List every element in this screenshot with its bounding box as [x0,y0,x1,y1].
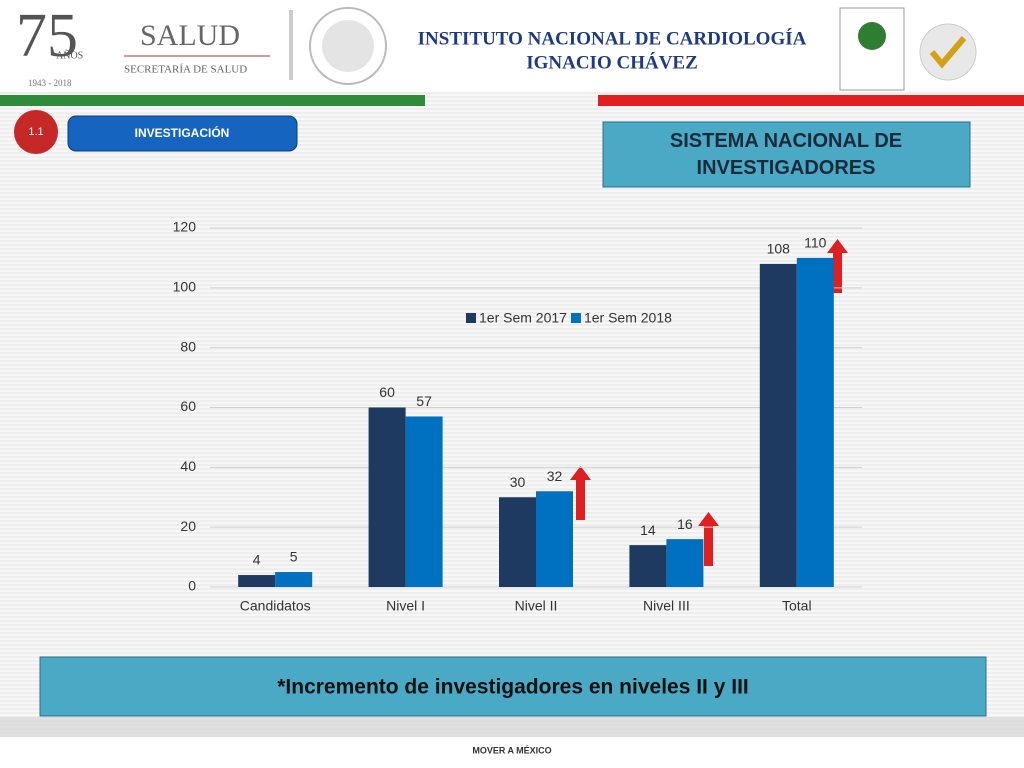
x-tick-label: Total [782,598,812,614]
footer-band [0,737,1024,768]
green-bar [0,95,425,106]
separator [289,10,293,80]
heading-box [602,121,971,188]
y-tick-label: 20 [180,518,196,534]
bar [536,491,573,587]
anniversary-word: AÑOS [56,49,83,61]
increase-arrow [827,239,848,293]
footer-stripes [0,717,1024,737]
value-label: 5 [290,549,298,565]
value-label: 32 [547,468,563,484]
section-badge [14,110,58,154]
value-label: 14 [640,522,656,538]
bar [629,545,667,587]
increase-arrow [570,466,591,520]
y-tick-label: 0 [188,578,196,594]
value-label: 60 [379,384,395,400]
bar [368,407,406,587]
section-number: 1.1 [28,126,43,138]
y-tick-label: 80 [180,338,196,354]
bar [499,497,536,587]
bar [796,257,834,587]
x-tick-label: Nivel I [386,598,425,614]
y-tick-label: 40 [180,458,196,474]
section-tag [67,115,298,152]
note: *Incremento de investigadores en niveles… [277,676,749,699]
value-label: 108 [767,241,791,257]
bar [238,575,276,587]
years: 1943 - 2018 [28,78,72,88]
bar [275,572,313,587]
value-label: 4 [253,552,261,568]
seal-center [322,20,374,72]
heading: SISTEMA NACIONAL DE INVESTIGADORES [670,130,902,179]
note-box [39,656,987,717]
seal [309,7,387,85]
ministry-sub: SECRETARÍA DE SALUD [124,64,247,76]
institute-name: IGNACIO CHÁVEZ [526,51,698,73]
quality-logo [919,23,977,81]
y-tick-label: 100 [173,279,197,295]
legend-swatch [570,313,581,323]
logo-tree [858,22,886,50]
institute: INSTITUTO NACIONAL DE CARDIOLOGÍA [418,27,807,49]
bar [759,263,797,587]
x-tick-label: Nivel II [515,598,558,614]
bar [405,416,443,587]
y-tick-label: 60 [180,398,196,414]
legend-label: 1er Sem 2018 [584,310,672,326]
value-label: 16 [677,516,693,532]
legend-swatch [466,313,476,323]
y-tick-label: 120 [173,219,197,235]
section: INVESTIGACIÓN [135,125,230,140]
anniversary: 75 [16,2,78,70]
ministry: SALUD [140,19,240,52]
value-label: 110 [804,235,827,251]
bar [666,539,704,587]
check [929,36,967,69]
value-label: 30 [510,474,526,490]
footer: MOVER A MÉXICO [472,745,551,755]
value-label: 57 [416,393,432,409]
red-bar [598,95,1024,106]
increase-arrow [698,512,719,566]
x-tick-label: Candidatos [240,598,311,614]
x-tick-label: Nivel III [643,598,690,614]
legend-label: 1er Sem 2017 [479,310,567,326]
